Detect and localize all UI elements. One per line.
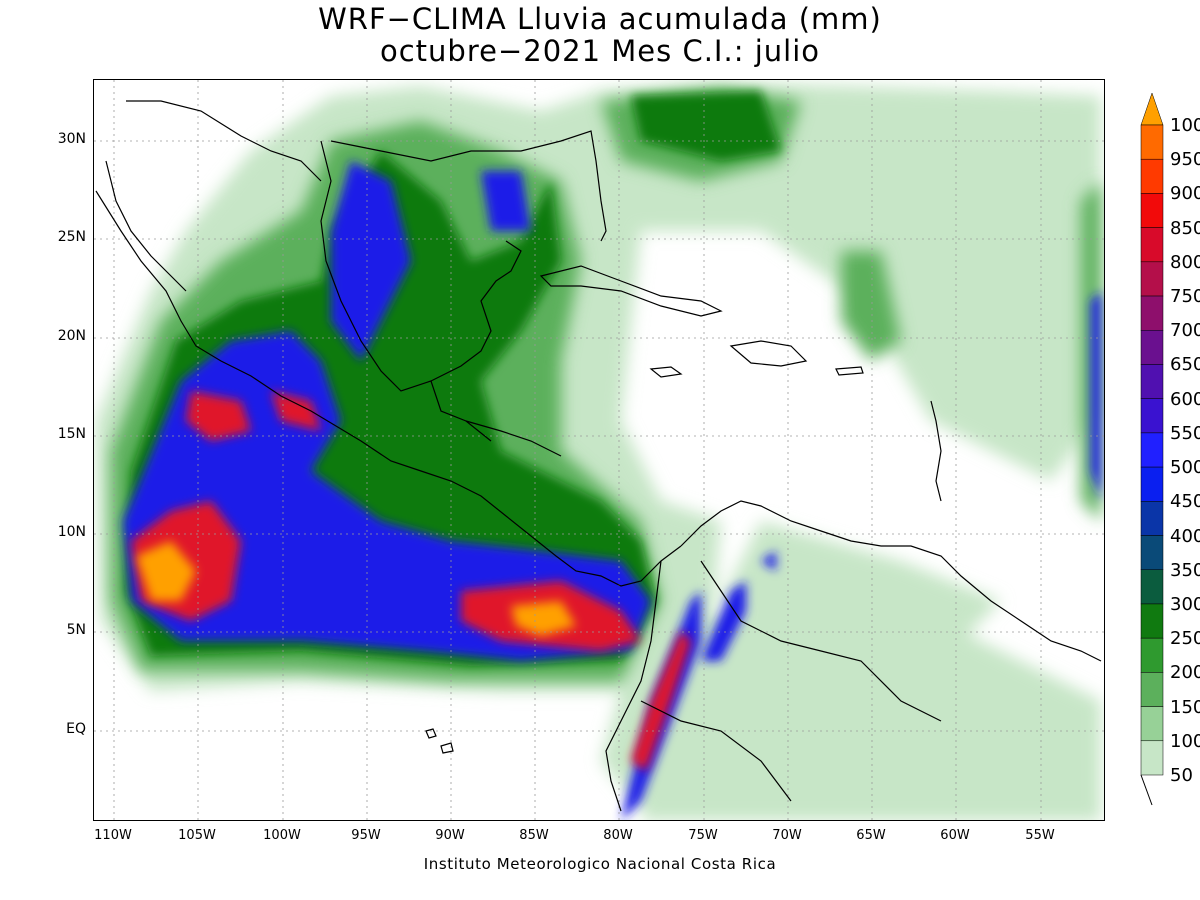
- colorbar-label: 150: [1170, 696, 1200, 718]
- lon-label-105w: 105W: [178, 828, 216, 843]
- colorbar-label: 650: [1170, 354, 1200, 376]
- lon-label-65w: 65W: [856, 828, 886, 843]
- chart-title: WRF−CLIMA Lluvia acumulada (mm): [318, 2, 882, 36]
- colorbar-swatch: [1140, 501, 1164, 536]
- colorbar-label: 600: [1170, 388, 1200, 410]
- colorbar-arrow-top: [1140, 92, 1164, 126]
- colorbar-label: 250: [1170, 628, 1200, 650]
- colorbar-swatch: [1140, 672, 1164, 707]
- colorbar-swatch: [1140, 398, 1164, 434]
- colorbar: [1140, 92, 1164, 806]
- colorbar-label: 400: [1170, 525, 1200, 547]
- colorbar-label: 300: [1170, 593, 1200, 615]
- colorbar-label: 100: [1170, 730, 1200, 752]
- lon-label-60w: 60W: [940, 828, 970, 843]
- colorbar-swatch: [1140, 295, 1164, 331]
- lat-label-30n: 30N: [57, 131, 86, 147]
- colorbar-label: 950: [1170, 149, 1200, 171]
- lon-label-110w: 110W: [94, 828, 132, 843]
- colorbar-swatch: [1140, 261, 1164, 297]
- colorbar-swatch: [1140, 706, 1164, 742]
- lon-label-85w: 85W: [519, 828, 549, 843]
- lat-label-5n: 5N: [66, 622, 86, 638]
- colorbar-swatch: [1140, 740, 1164, 776]
- credit-text: Instituto Meteorologico Nacional Costa R…: [423, 855, 777, 873]
- precipitation-map: [93, 79, 1105, 821]
- colorbar-swatch: [1140, 124, 1164, 160]
- colorbar-label: 500: [1170, 457, 1200, 479]
- colorbar-arrow-bottom: [1140, 774, 1153, 806]
- colorbar-label: 50: [1170, 765, 1193, 786]
- colorbar-label: 450: [1170, 491, 1200, 513]
- colorbar-swatch: [1140, 432, 1164, 468]
- lat-label-eq: EQ: [66, 721, 86, 737]
- lon-label-95w: 95W: [351, 828, 381, 843]
- graticule: [94, 80, 1104, 820]
- colorbar-swatch: [1140, 569, 1164, 605]
- lat-label-10n: 10N: [57, 524, 86, 540]
- colorbar-swatch: [1140, 158, 1164, 194]
- lon-label-55w: 55W: [1025, 828, 1055, 843]
- lat-label-25n: 25N: [57, 229, 86, 245]
- colorbar-label: 700: [1170, 320, 1200, 342]
- coastlines: [95, 100, 1102, 812]
- chart-subtitle: octubre−2021 Mes C.I.: julio: [379, 34, 820, 68]
- colorbar-swatch: [1140, 637, 1164, 673]
- colorbar-swatch: [1140, 364, 1164, 399]
- lon-label-70w: 70W: [772, 828, 802, 843]
- lon-label-80w: 80W: [603, 828, 633, 843]
- lon-label-90w: 90W: [435, 828, 465, 843]
- colorbar-label: 550: [1170, 422, 1200, 444]
- colorbar-label: 350: [1170, 559, 1200, 581]
- lon-label-100w: 100W: [263, 828, 301, 843]
- lon-label-75w: 75W: [688, 828, 718, 843]
- colorbar-swatch: [1140, 535, 1164, 570]
- colorbar-label: 200: [1170, 662, 1200, 684]
- colorbar-swatch: [1140, 330, 1164, 365]
- colorbar-label: 800: [1170, 251, 1200, 273]
- lat-label-15n: 15N: [57, 426, 86, 442]
- colorbar-swatch: [1140, 466, 1164, 502]
- colorbar-label: 900: [1170, 183, 1200, 205]
- colorbar-swatch: [1140, 603, 1164, 639]
- colorbar-swatch: [1140, 227, 1164, 263]
- colorbar-swatch: [1140, 193, 1164, 228]
- map-canvas: [94, 80, 1104, 820]
- lat-label-20n: 20N: [57, 328, 86, 344]
- rainfall-layer: [96, 83, 1101, 820]
- colorbar-label: 850: [1170, 217, 1200, 239]
- colorbar-label: 750: [1170, 286, 1200, 308]
- rain-1000-zone: [136, 541, 576, 636]
- colorbar-label: 1000: [1170, 115, 1200, 136]
